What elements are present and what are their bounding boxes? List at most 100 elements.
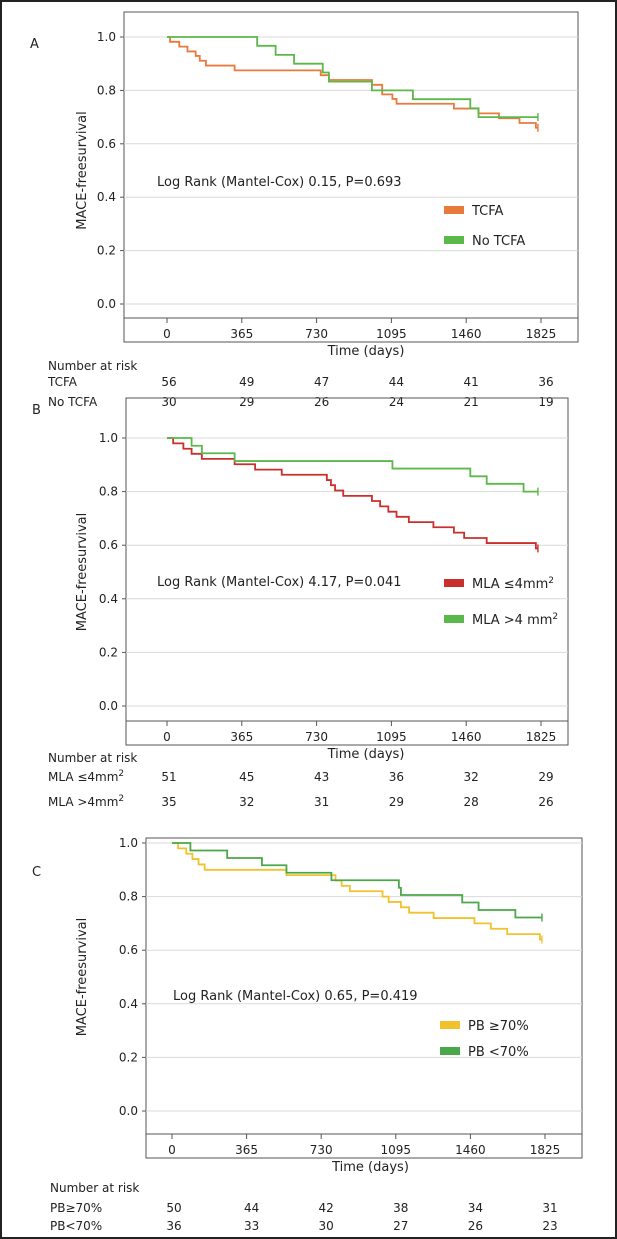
x-tick-label: 1825	[526, 730, 557, 744]
risk-value: 44	[389, 375, 404, 389]
risk-value: 45	[239, 770, 254, 784]
x-tick-label: 1095	[376, 327, 407, 341]
legend-label: No TCFA	[472, 234, 525, 249]
series-line-1	[167, 437, 538, 493]
y-tick-label: 0.8	[99, 485, 118, 499]
risk-value: 26	[538, 795, 553, 809]
x-tick-label: 730	[305, 327, 328, 341]
x-tick-label: 0	[168, 1143, 176, 1157]
legend-swatch	[444, 615, 464, 623]
y-tick-label: 1.0	[119, 836, 138, 850]
legend-swatch	[440, 1021, 460, 1029]
y-tick-label: 0.8	[97, 83, 116, 97]
risk-value: 27	[393, 1219, 408, 1233]
risk-value: 35	[161, 795, 176, 809]
risk-value: 26	[468, 1219, 483, 1233]
risk-value: 19	[538, 395, 553, 409]
y-tick-label: 0.0	[119, 1104, 138, 1118]
risk-value: 47	[314, 375, 329, 389]
risk-value: 31	[542, 1201, 557, 1215]
risk-row-label: MLA ≤4mm2	[48, 769, 124, 784]
logrank-annotation: Log Rank (Mantel-Cox) 4.17, P=0.041	[157, 575, 402, 590]
risk-value: 29	[239, 395, 254, 409]
y-tick-label: 1.0	[99, 431, 118, 445]
panel-label: C	[32, 865, 41, 880]
risk-value: 33	[244, 1219, 259, 1233]
plot-frame	[145, 837, 583, 1159]
legend-label: PB <70%	[468, 1045, 529, 1060]
risk-row-label: PB≥70%	[50, 1201, 102, 1215]
risk-value: 34	[468, 1201, 483, 1215]
legend-label: TCFA	[471, 204, 504, 219]
risk-row-label: No TCFA	[48, 395, 98, 409]
risk-value: 30	[161, 395, 176, 409]
legend-swatch	[444, 236, 464, 244]
logrank-annotation: Log Rank (Mantel-Cox) 0.15, P=0.693	[157, 175, 402, 190]
risk-value: 36	[538, 375, 553, 389]
legend-label: MLA ≤4mm2	[472, 576, 554, 592]
y-tick-label: 0.8	[119, 890, 138, 904]
x-tick-label: 1825	[526, 327, 557, 341]
x-tick-label: 1095	[381, 1143, 412, 1157]
legend-swatch	[440, 1047, 460, 1055]
risk-value: 30	[319, 1219, 334, 1233]
panel-label: B	[32, 403, 41, 418]
panel-c: C 0.0 0.2 0.4 0.6 0.8 1.0 0 365 730 1095 1460 1825 Ti…	[32, 836, 583, 1233]
legend-swatch	[444, 579, 464, 587]
risk-value: 42	[319, 1201, 334, 1215]
y-tick-label: 0.4	[119, 997, 138, 1011]
y-tick-label: 0.2	[97, 244, 116, 258]
risk-value: 43	[314, 770, 329, 784]
panel-label: A	[30, 37, 39, 52]
panel-b: B 0.0 0.2 0.4 0.6 0.8 1.0 0 365 730 1095 1460 1825 Ti…	[32, 397, 569, 809]
y-tick-label: 0.6	[97, 137, 116, 151]
risk-row-label: MLA >4mm2	[48, 794, 124, 809]
legend-label: PB ≥70%	[468, 1019, 529, 1034]
legend-swatch	[444, 206, 464, 214]
plot-frame	[125, 397, 569, 746]
x-tick-label: 730	[310, 1143, 333, 1157]
risk-value: 51	[161, 770, 176, 784]
x-tick-label: 365	[235, 1143, 258, 1157]
x-axis-title: Time (days)	[327, 344, 405, 359]
risk-value: 26	[314, 395, 329, 409]
risk-value: 32	[239, 795, 254, 809]
series-line-1	[172, 842, 542, 919]
y-tick-label: 0.6	[119, 943, 138, 957]
x-tick-label: 365	[230, 730, 253, 744]
risk-value: 49	[239, 375, 254, 389]
y-tick-label: 0.0	[99, 699, 118, 713]
risk-value: 28	[464, 795, 479, 809]
risk-value: 44	[244, 1201, 259, 1215]
x-tick-label: 1825	[530, 1143, 561, 1157]
risk-value: 56	[161, 375, 176, 389]
series-line-0	[167, 437, 538, 550]
risk-row-label: PB<70%	[50, 1219, 102, 1233]
x-tick-label: 0	[163, 327, 171, 341]
y-tick-label: 1.0	[97, 30, 116, 44]
y-tick-label: 0.2	[119, 1050, 138, 1064]
y-tick-label: 0.4	[99, 592, 118, 606]
y-tick-label: 0.2	[99, 645, 118, 659]
x-tick-label: 1460	[451, 730, 482, 744]
risk-table-title: Number at risk	[48, 359, 137, 373]
y-axis-title: MACE-freesurvival	[75, 111, 90, 229]
risk-value: 31	[314, 795, 329, 809]
y-tick-label: 0.0	[97, 297, 116, 311]
x-tick-label: 0	[163, 730, 171, 744]
y-tick-label: 0.4	[97, 190, 116, 204]
risk-value: 23	[542, 1219, 557, 1233]
logrank-annotation: Log Rank (Mantel-Cox) 0.65, P=0.419	[173, 989, 418, 1004]
risk-value: 29	[538, 770, 553, 784]
x-tick-label: 1095	[376, 730, 407, 744]
risk-row-label: TCFA	[47, 375, 78, 389]
risk-value: 24	[389, 395, 404, 409]
risk-table-title: Number at risk	[50, 1181, 139, 1195]
risk-value: 38	[393, 1201, 408, 1215]
risk-value: 36	[166, 1219, 181, 1233]
plot-frame	[123, 11, 579, 343]
series-line-0	[172, 842, 542, 941]
x-tick-label: 1460	[455, 1143, 486, 1157]
